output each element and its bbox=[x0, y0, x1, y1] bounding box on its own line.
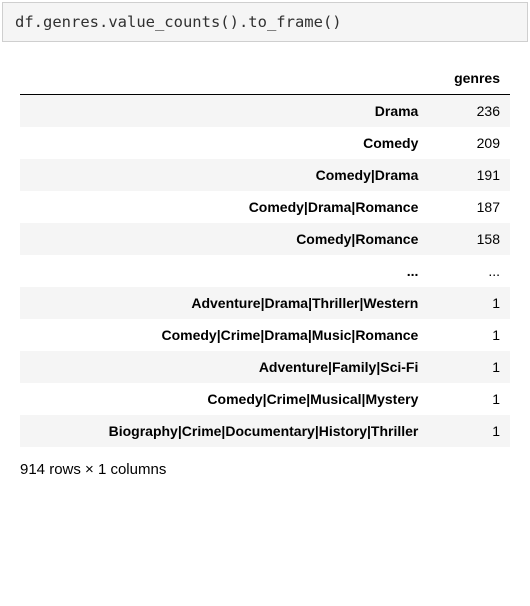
column-header-genres: genres bbox=[428, 62, 510, 95]
row-value: 209 bbox=[428, 127, 510, 159]
row-value: 187 bbox=[428, 191, 510, 223]
row-index: Comedy|Crime|Musical|Mystery bbox=[20, 383, 428, 415]
table-row: Comedy|Romance 158 bbox=[20, 223, 510, 255]
row-index: Adventure|Family|Sci-Fi bbox=[20, 351, 428, 383]
table-header-row: genres bbox=[20, 62, 510, 95]
row-value: 236 bbox=[428, 95, 510, 128]
row-index: Comedy|Crime|Drama|Music|Romance bbox=[20, 319, 428, 351]
table-row: Comedy|Drama|Romance 187 bbox=[20, 191, 510, 223]
row-value: 1 bbox=[428, 287, 510, 319]
row-value: 158 bbox=[428, 223, 510, 255]
table-row: Adventure|Drama|Thriller|Western 1 bbox=[20, 287, 510, 319]
table-row: Drama 236 bbox=[20, 95, 510, 128]
table-row: Comedy 209 bbox=[20, 127, 510, 159]
row-index: Comedy|Drama|Romance bbox=[20, 191, 428, 223]
row-value: 1 bbox=[428, 383, 510, 415]
output-area: genres Drama 236 Comedy 209 Comedy|Drama… bbox=[0, 42, 530, 492]
code-cell[interactable]: df.genres.value_counts().to_frame() bbox=[2, 2, 528, 42]
blank-header bbox=[20, 62, 428, 95]
row-index: ... bbox=[20, 255, 428, 287]
table-row: Biography|Crime|Documentary|History|Thri… bbox=[20, 415, 510, 447]
row-value: 1 bbox=[428, 319, 510, 351]
row-value: 191 bbox=[428, 159, 510, 191]
table-row-ellipsis: ... ... bbox=[20, 255, 510, 287]
row-index: Comedy|Romance bbox=[20, 223, 428, 255]
row-index: Adventure|Drama|Thriller|Western bbox=[20, 287, 428, 319]
dataframe-table: genres Drama 236 Comedy 209 Comedy|Drama… bbox=[20, 62, 510, 447]
table-row: Comedy|Crime|Musical|Mystery 1 bbox=[20, 383, 510, 415]
row-index: Comedy bbox=[20, 127, 428, 159]
shape-note: 914 rows × 1 columns bbox=[20, 447, 510, 478]
row-index: Biography|Crime|Documentary|History|Thri… bbox=[20, 415, 428, 447]
table-row: Comedy|Crime|Drama|Music|Romance 1 bbox=[20, 319, 510, 351]
table-row: Adventure|Family|Sci-Fi 1 bbox=[20, 351, 510, 383]
row-index: Drama bbox=[20, 95, 428, 128]
table-row: Comedy|Drama 191 bbox=[20, 159, 510, 191]
row-value: ... bbox=[428, 255, 510, 287]
row-value: 1 bbox=[428, 351, 510, 383]
row-index: Comedy|Drama bbox=[20, 159, 428, 191]
row-value: 1 bbox=[428, 415, 510, 447]
